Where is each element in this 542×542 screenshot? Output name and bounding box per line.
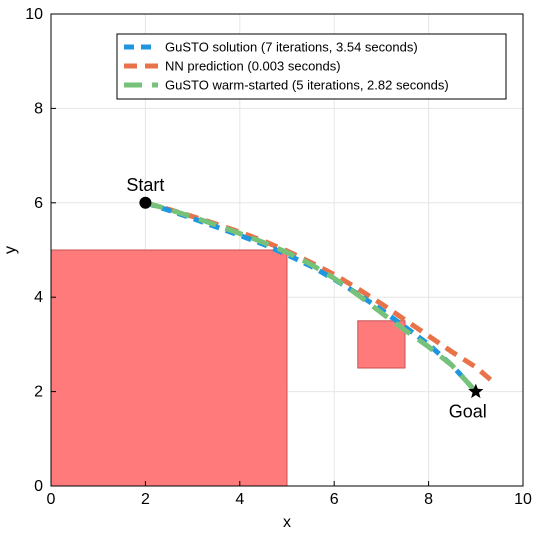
obstacles [50,249,406,487]
y-tick-label: 6 [34,195,43,212]
obstacle-1 [50,249,288,487]
y-tick-label: 8 [34,100,43,117]
y-tick-label: 10 [25,6,43,23]
legend-label-3: GuSTO warm-started (5 iterations, 2.82 s… [165,78,449,93]
markers: Start Goal [126,175,486,422]
x-tick-label: 0 [47,491,56,508]
legend-label-2: NN prediction (0.003 seconds) [165,59,341,74]
x-tick-label: 6 [330,491,339,508]
plot-frame [50,13,524,487]
series-line-2 [144,200,494,384]
start-label: Start [126,175,164,195]
x-tick-label: 10 [514,491,532,508]
y-tick-label: 4 [34,289,43,306]
ticks: 0 2 4 6 8 10 0 2 4 6 8 10 [25,6,532,508]
series-lines [144,200,494,394]
legend: GuSTO solution (7 iterations, 3.54 secon… [116,33,507,100]
legend-label-1: GuSTO solution (7 iterations, 3.54 secon… [165,40,418,55]
goal-label: Goal [449,402,487,422]
goal-marker [468,383,484,399]
x-axis-label: x [283,514,291,531]
legend-box [116,33,507,100]
x-tick-label: 2 [141,491,150,508]
x-tick-label: 8 [424,491,433,508]
start-marker [139,196,152,209]
x-tick-label: 4 [235,491,244,508]
obstacle-2 [357,320,406,369]
series-line-3 [144,200,478,394]
y-tick-label: 2 [34,384,43,401]
y-axis-label: y [2,246,19,254]
y-tick-label: 0 [34,478,43,495]
